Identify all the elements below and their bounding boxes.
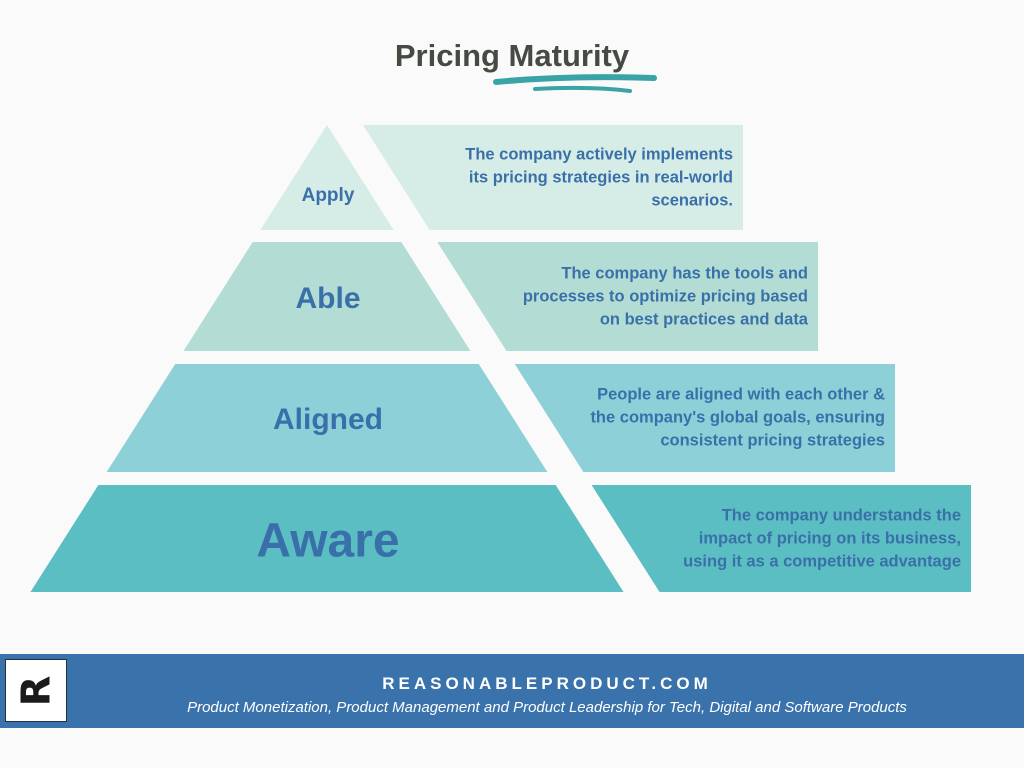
pyramid-level-aligned — [106, 364, 548, 472]
pyramid-level-aware — [30, 485, 624, 592]
site-name[interactable]: REASONABLEPRODUCT.COM — [382, 674, 712, 693]
level-description: The company has the tools and processes … — [522, 264, 808, 328]
footer-banner: R REASONABLEPRODUCT.COM Product Monetiza… — [0, 654, 1024, 728]
description-panel-able — [437, 242, 818, 351]
pyramid-level-able — [183, 242, 471, 351]
pyramid-level-apply — [260, 125, 394, 230]
level-description: The company understands the impact of pr… — [683, 506, 961, 570]
level-description: People are aligned with each other & the… — [590, 385, 885, 450]
tagline: Product Monetization, Product Management… — [187, 699, 907, 716]
pyramid-diagram — [30, 125, 971, 592]
level-label: Aligned — [273, 403, 383, 436]
description-panel-aligned — [514, 364, 895, 472]
level-description: The company actively implements its pric… — [465, 145, 733, 209]
title-underline — [493, 74, 657, 93]
level-label: Apply — [301, 184, 355, 206]
page-title: Pricing Maturity — [394, 38, 630, 73]
description-panel-apply — [363, 125, 743, 230]
description-panel-aware — [591, 485, 971, 592]
level-label: Able — [295, 281, 361, 315]
logo: R — [5, 659, 67, 722]
level-label: Aware — [256, 514, 400, 567]
